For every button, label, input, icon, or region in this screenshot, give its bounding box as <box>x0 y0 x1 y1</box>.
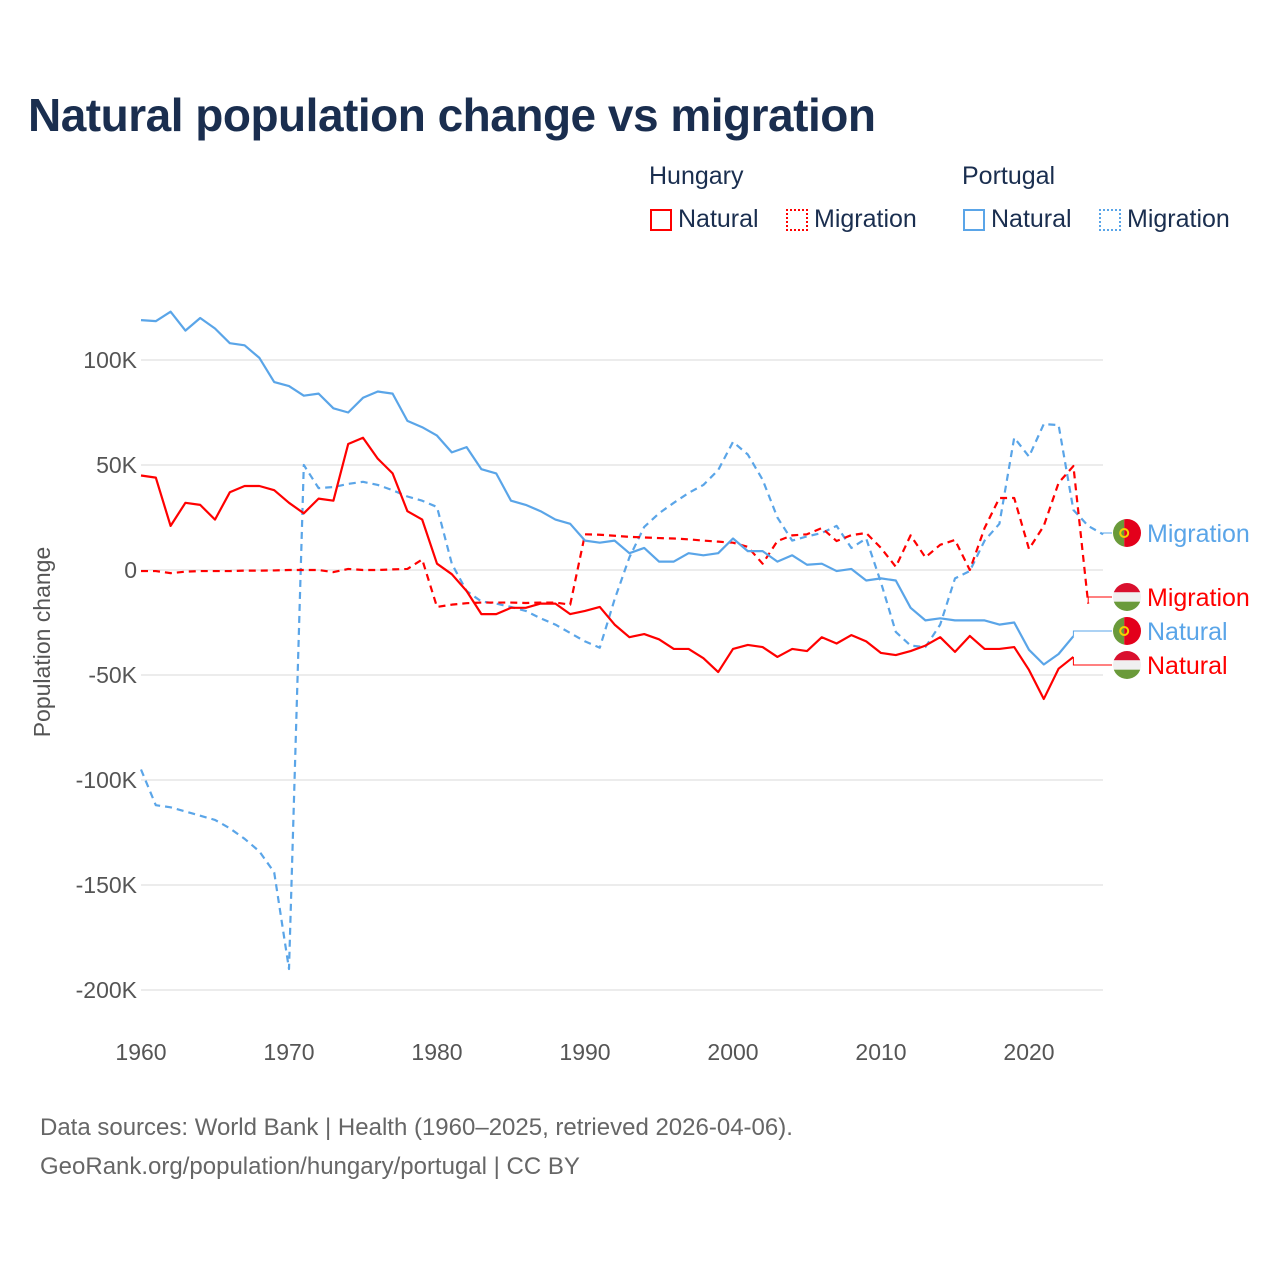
y-tick-label: 0 <box>124 557 137 583</box>
x-tick-label: 1970 <box>263 1039 314 1065</box>
x-tick-label: 1990 <box>559 1039 610 1065</box>
legend-label: Natural <box>678 205 759 233</box>
flag-white <box>1113 660 1141 670</box>
hungary-flag-icon <box>1113 651 1141 679</box>
legend-swatch <box>650 208 672 231</box>
legend-hungary-natural[interactable]: Natural <box>650 205 759 234</box>
series-end-label: Migration <box>1147 584 1250 612</box>
series-line-hungary-natural <box>140 436 1075 701</box>
y-tick-label: -50K <box>88 662 137 688</box>
flag-red <box>1124 617 1141 645</box>
portugal-flag-icon <box>1113 519 1141 547</box>
x-tick-label: 1960 <box>115 1039 166 1065</box>
series-end-label: Migration <box>1147 520 1250 548</box>
footer-sources: Data sources: World Bank | Health (1960–… <box>40 1114 793 1141</box>
flag-green <box>1113 669 1141 679</box>
x-tick-label: 1980 <box>411 1039 462 1065</box>
series-line-portugal-natural <box>140 310 1075 666</box>
flag-red <box>1124 519 1141 547</box>
legend-label: Migration <box>814 205 917 233</box>
y-tick-label: -100K <box>76 767 138 793</box>
series-line-portugal-migration <box>139 422 1104 971</box>
legend-portugal-migration[interactable]: Migration <box>1099 205 1230 234</box>
portugal-flag-icon <box>1113 617 1141 645</box>
legend-portugal-natural[interactable]: Natural <box>963 205 1072 234</box>
hungary-flag-icon <box>1113 583 1141 611</box>
x-tick-label: 2000 <box>707 1039 758 1065</box>
y-axis-label: Population change <box>29 547 55 738</box>
y-tick-label: -200K <box>76 977 138 1003</box>
flag-green <box>1113 601 1141 611</box>
footer: Data sources: World Bank | Health (1960–… <box>40 1108 793 1186</box>
label-connector <box>1072 630 1112 637</box>
series-end-label: Natural <box>1147 652 1228 680</box>
flag-red <box>1113 651 1141 661</box>
chart-title: Natural population change vs migration <box>28 89 876 141</box>
series-line-hungary-migration <box>141 464 1090 609</box>
flag-emblem <box>1119 528 1130 538</box>
label-connector <box>1072 656 1112 666</box>
footer-link[interactable]: GeoRank.org/population/hungary/portugal … <box>40 1153 580 1180</box>
legend-swatch <box>786 208 808 231</box>
series-end-label: Natural <box>1147 618 1228 646</box>
y-tick-label: 50K <box>96 452 138 478</box>
legend-hungary-migration[interactable]: Migration <box>786 205 917 234</box>
legend-label: Migration <box>1127 205 1230 233</box>
legend-group-portugal: Portugal <box>962 162 1056 190</box>
label-connector <box>1102 532 1112 535</box>
flag-emblem <box>1119 626 1130 636</box>
y-tick-label: 100K <box>83 347 137 373</box>
x-tick-label: 2010 <box>855 1039 906 1065</box>
label-connector <box>1087 596 1112 604</box>
legend-swatch <box>1099 208 1121 231</box>
flag-green <box>1113 617 1125 645</box>
flag-white <box>1113 592 1141 602</box>
flag-green <box>1113 519 1125 547</box>
legend-group-hungary: Hungary <box>649 162 744 190</box>
flag-red <box>1113 583 1141 593</box>
x-tick-label: 2020 <box>1003 1039 1054 1065</box>
y-tick-label: -150K <box>76 872 138 898</box>
legend-label: Natural <box>991 205 1072 233</box>
legend-swatch <box>963 208 985 231</box>
